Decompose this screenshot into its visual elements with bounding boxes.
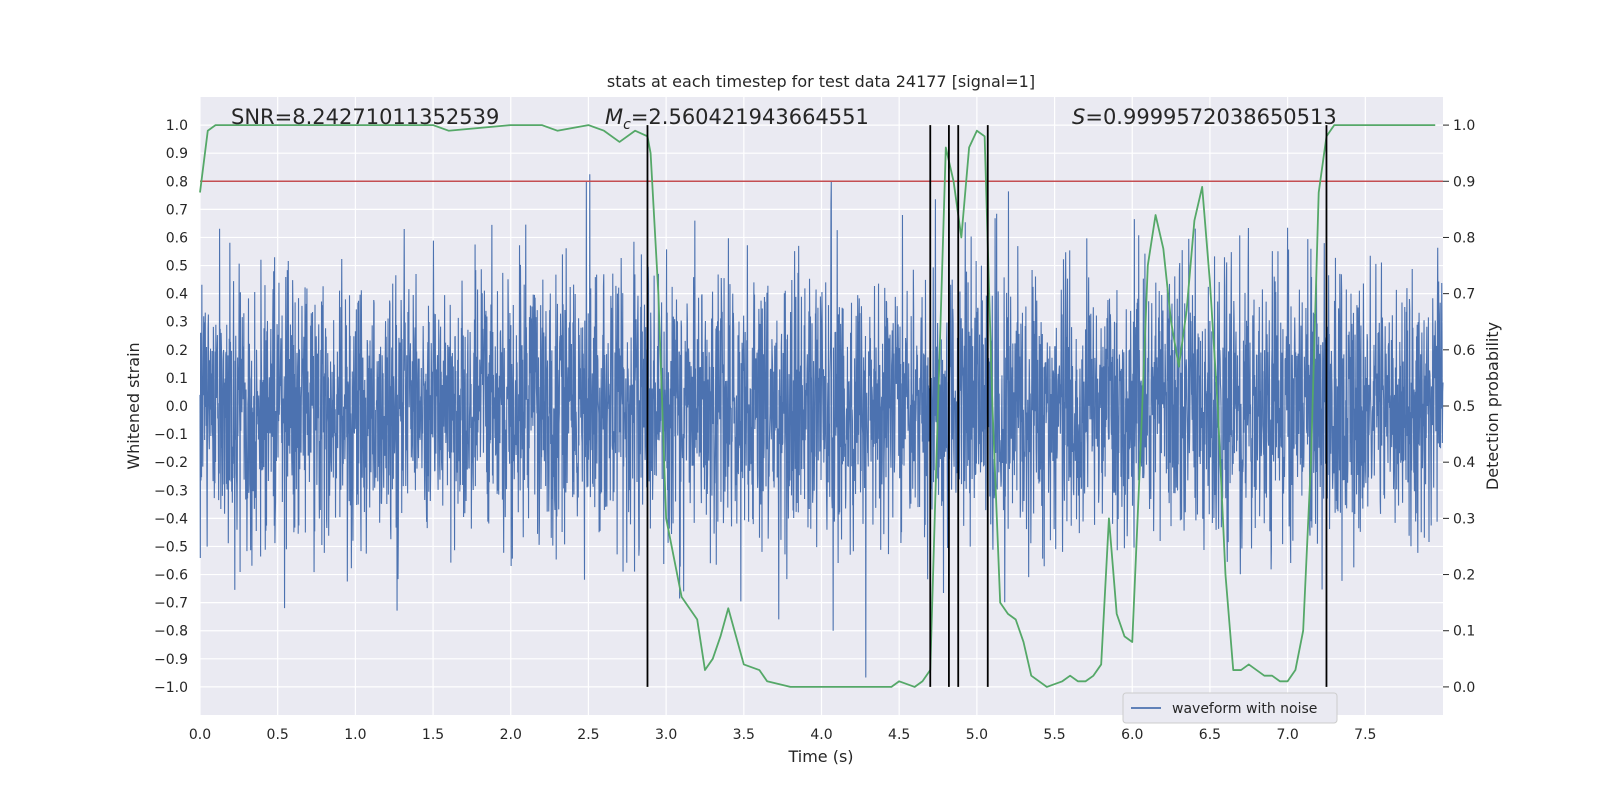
s-value: =0.9999572038650513 (1085, 105, 1336, 129)
x-tick-label: 7.5 (1354, 727, 1376, 743)
x-tick-label: 6.5 (1199, 727, 1221, 743)
waveform-line (199, 174, 1444, 678)
y-left-tick-label: −0.8 (154, 624, 188, 640)
y-left-tick-label: 0.8 (166, 174, 188, 190)
y-right-tick-label: 0.9 (1453, 174, 1475, 190)
x-tick-label: 3.0 (655, 727, 677, 743)
tick-labels: 0.0 0.5 1.0 1.5 2.0 2.5 3.0 3.5 4.0 4.5 5.0 5.5 6.0 6… (154, 118, 1475, 743)
x-tick-label: 0.5 (267, 727, 289, 743)
chirp-mass-annotation: Mc=2.560421943664551 (605, 105, 869, 133)
detection-probability-line (199, 124, 1436, 688)
legend-label: waveform with noise (1172, 701, 1317, 717)
y-right-tick-label: 0.5 (1453, 399, 1475, 415)
x-tick-label: 2.0 (500, 727, 522, 743)
chart-title: stats at each timestep for test data 241… (607, 72, 1035, 91)
y-right-tick-label: 0.7 (1453, 287, 1475, 303)
overlay-marks (199, 124, 1443, 688)
y-right-tick-label: 0.8 (1453, 230, 1475, 246)
y-right-tick-label: 0.2 (1453, 568, 1475, 584)
x-tick-label: 2.5 (577, 727, 599, 743)
y-left-tick-label: −0.6 (154, 568, 188, 584)
y-left-tick-label: 0.1 (166, 371, 188, 387)
chirp-mass-symbol: M (605, 105, 623, 129)
y-left-tick-label: −1.0 (154, 680, 188, 696)
y-left-tick-label: 0.6 (166, 230, 188, 246)
y-left-tick-label: −0.2 (154, 455, 188, 471)
y-axis-right-label: Detection probability (1483, 322, 1502, 490)
x-tick-label: 0.0 (189, 727, 211, 743)
y-right-tick-label: 1.0 (1453, 118, 1475, 134)
y-left-tick-label: −0.5 (154, 539, 188, 555)
y-left-tick-label: −0.9 (154, 652, 188, 668)
y-left-tick-label: −0.3 (154, 483, 188, 499)
y-left-tick-label: −0.4 (154, 511, 188, 527)
x-tick-label: 3.5 (733, 727, 755, 743)
y-right-tick-label: 0.4 (1453, 455, 1475, 471)
x-tick-label: 5.5 (1043, 727, 1065, 743)
x-tick-label: 7.0 (1276, 727, 1298, 743)
chirp-mass-subscript: c (623, 117, 631, 133)
x-tick-label: 5.0 (966, 727, 988, 743)
y-left-tick-label: 0.4 (166, 287, 188, 303)
chirp-mass-value: =2.560421943664551 (631, 105, 869, 129)
y-left-tick-label: 0.3 (166, 315, 188, 331)
y-axis-left-label: Whitened strain (124, 342, 143, 469)
snr-annotation: SNR=8.24271011352539 (231, 105, 499, 129)
y-left-tick-label: 0.0 (166, 399, 188, 415)
x-tick-label: 1.5 (422, 727, 444, 743)
y-right-tick-label: 0.3 (1453, 511, 1475, 527)
x-tick-label: 4.0 (810, 727, 832, 743)
y-left-tick-label: 0.5 (166, 259, 188, 275)
y-left-tick-label: 1.0 (166, 118, 188, 134)
x-tick-label: 1.0 (344, 727, 366, 743)
s-annotation: S=0.9999572038650513 (1072, 105, 1337, 129)
legend: waveform with noise (1122, 692, 1338, 724)
legend-box (1122, 692, 1338, 724)
y-right-tick-label: 0.6 (1453, 343, 1475, 359)
x-tick-label: 4.5 (888, 727, 910, 743)
y-left-tick-label: 0.7 (166, 202, 188, 218)
x-tick-label: 6.0 (1121, 727, 1143, 743)
y-left-tick-label: −0.7 (154, 596, 188, 612)
waveform-series (199, 174, 1444, 678)
s-symbol: S (1072, 105, 1085, 129)
y-right-tick-label: 0.0 (1453, 680, 1475, 696)
y-left-tick-label: 0.2 (166, 343, 188, 359)
y-right-tick-label: 0.1 (1453, 624, 1475, 640)
x-axis-label: Time (s) (787, 747, 853, 766)
y-left-tick-label: 0.9 (166, 146, 188, 162)
y-left-tick-label: −0.1 (154, 427, 188, 443)
